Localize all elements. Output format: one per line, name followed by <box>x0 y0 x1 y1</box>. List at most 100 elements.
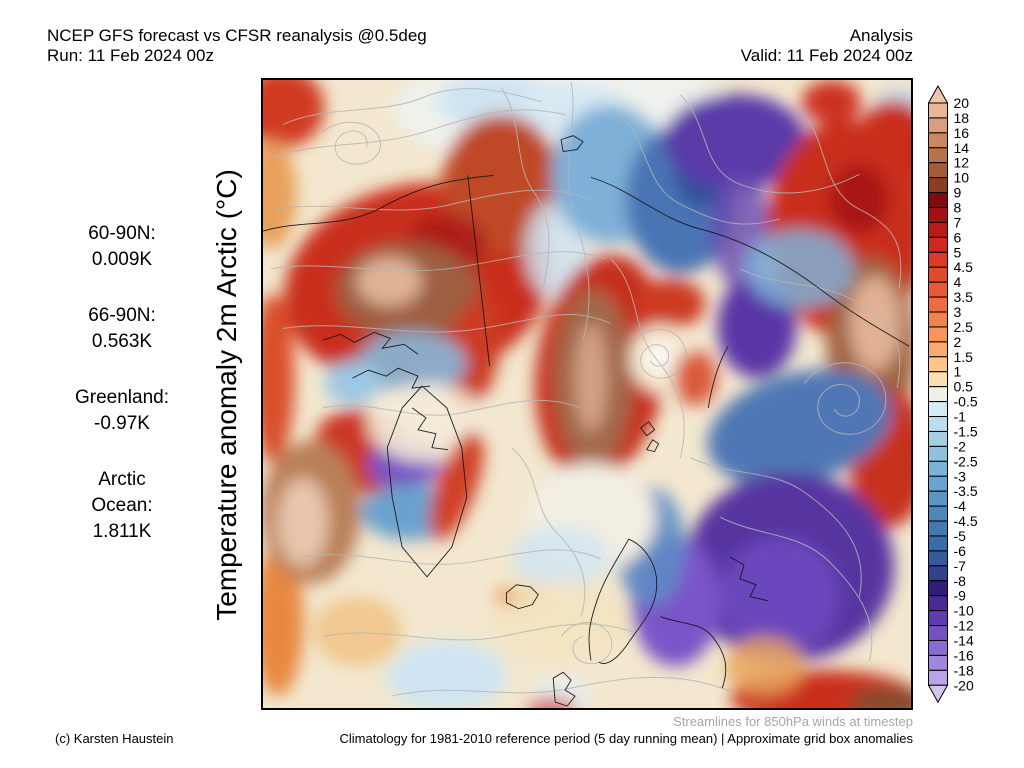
anomaly-field <box>263 80 911 708</box>
colorbar-cell <box>928 386 948 403</box>
colorbar-cell <box>928 147 948 164</box>
colorbar-cell <box>928 445 948 462</box>
streamlines-note: Streamlines for 850hPa winds at timestep <box>673 714 913 729</box>
colorbar-tick-label: 0.5 <box>954 379 974 395</box>
colorbar-tick-label: 3.5 <box>954 289 974 305</box>
colorbar-tick-label: -3 <box>954 468 967 484</box>
map-canvas <box>261 78 913 710</box>
colorbar-cell <box>928 475 948 492</box>
colorbar-tick-label: -18 <box>954 662 974 678</box>
stat-block: 60-90N: 0.009K <box>38 221 206 273</box>
stat-line: 0.009K <box>91 249 153 270</box>
header-left: NCEP GFS forecast vs CFSR reanalysis @0.… <box>47 26 427 66</box>
colorbar-cell <box>928 580 948 597</box>
colorbar-tick-label: 5 <box>954 244 962 260</box>
stat-block: Arctic Ocean: 1.811K <box>38 467 206 545</box>
colorbar-tick-label: 7 <box>954 214 962 230</box>
colorbar-tick-label: -7 <box>954 558 967 574</box>
colorbar-tick-label: -4.5 <box>954 513 978 529</box>
stat-line: 1.811K <box>92 521 152 542</box>
colorbar-cell <box>928 281 948 298</box>
colorbar-cell <box>928 207 948 223</box>
colorbar-cell <box>928 416 948 432</box>
colorbar-cell <box>928 117 948 134</box>
title-model: NCEP GFS forecast vs CFSR reanalysis @0.… <box>47 26 427 45</box>
colorbar-tick-label: 6 <box>954 229 962 245</box>
colorbar-tick-label: -14 <box>954 632 974 648</box>
colorbar-tick-label: -10 <box>954 603 974 619</box>
colorbar-cell <box>928 221 948 238</box>
colorbar-cell <box>928 520 948 537</box>
colorbar-cell <box>928 102 948 119</box>
stat-line: 66-90N: <box>88 305 156 326</box>
colorbar-tick-label: 10 <box>954 170 970 186</box>
colorbar: 20 18 16 14 12 10 9 8 7 6 5 4.5 4 3.5 3 2.5 2 1.5 1 0.5 -0.5… <box>927 84 1023 707</box>
colorbar-cell <box>928 371 948 388</box>
colorbar-tick-label: -2 <box>954 438 967 454</box>
colorbar-cell <box>928 401 948 418</box>
y-axis-label: Temperature anomaly 2m Arctic (°C) <box>211 169 242 621</box>
colorbar-cell <box>928 550 948 567</box>
header-right: Analysis Valid: 11 Feb 2024 00z <box>741 26 913 66</box>
colorbar-tick-label: -9 <box>954 588 967 604</box>
stat-block: Greenland: -0.97K <box>38 385 206 437</box>
anomaly-map-svg <box>263 80 911 708</box>
stat-line: -0.97K <box>94 413 150 434</box>
colorbar-cell <box>928 460 948 477</box>
colorbar-cell <box>928 505 948 522</box>
climatology-note: Climatology for 1981-2010 reference peri… <box>339 731 913 746</box>
colorbar-tick-label: -1.5 <box>954 423 978 439</box>
colorbar-tick-label: -5 <box>954 528 967 544</box>
colorbar-cell <box>928 341 948 358</box>
stat-line: 60-90N: <box>88 223 156 244</box>
valid-label: Valid: 11 Feb 2024 00z <box>740 46 913 65</box>
colorbar-tick-label: 4.5 <box>954 259 974 275</box>
colorbar-cell <box>928 595 948 612</box>
colorbar-tick-label: -20 <box>954 677 974 693</box>
colorbar-tick-label: -6 <box>954 543 967 559</box>
colorbar-cell <box>928 430 948 447</box>
colorbar-tick-label: 20 <box>954 95 970 111</box>
stat-line: Greenland: <box>74 387 169 408</box>
colorbar-cell <box>928 251 948 268</box>
stats-panel: 60-90N: 0.009K 66-90N: 0.563K Greenland: -0.9… <box>38 221 206 575</box>
colorbar-tick-label: -4 <box>954 498 967 514</box>
colorbar-tick-label: 4 <box>954 274 962 290</box>
colorbar-cell <box>928 177 948 194</box>
colorbar-tick-label: 2.5 <box>954 319 974 335</box>
colorbar-cell <box>928 162 948 179</box>
colorbar-tick-label: 14 <box>954 140 970 156</box>
colorbar-cell <box>928 326 948 343</box>
colorbar-tick-label: 18 <box>954 110 970 126</box>
colorbar-tick-label: 8 <box>954 200 962 216</box>
colorbar-cell <box>928 669 948 686</box>
colorbar-tick-label: -1 <box>954 409 967 425</box>
colorbar-cell <box>928 610 948 627</box>
colorbar-cell <box>928 192 948 209</box>
coastlines <box>263 135 910 707</box>
colorbar-tick-label: -2.5 <box>954 453 978 469</box>
colorbar-tick-label: 1.5 <box>954 349 974 365</box>
colorbar-cell <box>928 296 948 313</box>
analysis-label: Analysis <box>849 26 913 45</box>
colorbar-cell <box>928 132 948 149</box>
colorbar-cell <box>928 236 948 253</box>
copyright: (c) Karsten Haustein <box>55 731 174 746</box>
stat-line: 0.563K <box>91 331 153 352</box>
colorbar-cell <box>928 266 948 283</box>
colorbar-cell <box>928 639 948 656</box>
colorbar-cell <box>928 490 948 507</box>
colorbar-cell <box>928 356 948 373</box>
colorbar-tick-label: 16 <box>954 125 970 141</box>
colorbar-tick-label: 1 <box>954 364 962 380</box>
colorbar-tick-label: -16 <box>954 647 974 663</box>
colorbar-tick-label: -0.5 <box>954 394 978 410</box>
colorbar-arrow-top <box>927 84 949 104</box>
colorbar-cell <box>928 311 948 328</box>
colorbar-cell <box>928 654 948 671</box>
stat-line: Ocean: <box>91 495 153 516</box>
stat-line: Arctic <box>98 469 146 490</box>
colorbar-tick-label: -8 <box>954 573 967 589</box>
colorbar-arrow-bottom <box>927 684 949 704</box>
